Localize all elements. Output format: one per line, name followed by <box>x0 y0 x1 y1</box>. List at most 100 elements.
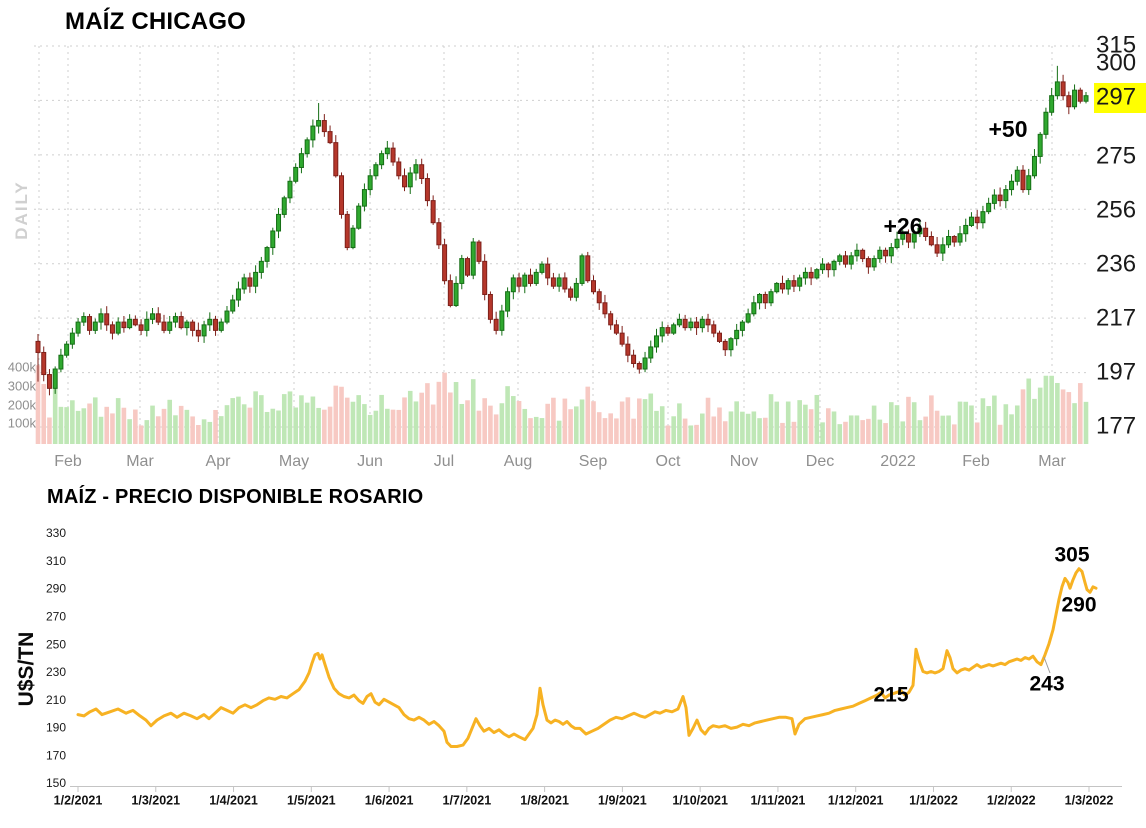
month-labels: Feb Mar Apr May Jun Jul Aug Sep Oct Nov Dec 2022 Feb… <box>54 453 1066 470</box>
volume-bar <box>430 404 436 444</box>
chicago-chart-title: MAÍZ CHICAGO <box>65 8 247 35</box>
volume-bar <box>316 407 321 444</box>
volume-bar <box>883 423 888 444</box>
volume-bar <box>1032 398 1037 444</box>
date-label: 1/12/2021 <box>828 793 884 807</box>
y-tick-label: 190 <box>46 721 66 735</box>
y-tick-label: 330 <box>46 526 66 540</box>
volume-bar <box>929 395 934 444</box>
price-axis-label: 197 <box>1096 358 1136 385</box>
month-label: Sep <box>579 453 608 470</box>
volume-bar <box>470 379 476 444</box>
volume-bar <box>1009 414 1014 444</box>
volume-bar <box>230 398 236 444</box>
volume-bar <box>866 418 871 444</box>
last-price-tag <box>1094 83 1146 113</box>
volume-bar <box>322 409 327 444</box>
annotation-305: 305 <box>1054 544 1089 567</box>
volume-bar <box>774 401 780 444</box>
volume-bar <box>528 418 533 444</box>
candle <box>442 244 448 282</box>
volume-bar <box>940 415 946 444</box>
rosario-y-labels: 330 310 290 270 250 230 210 190 170 150 <box>46 526 66 790</box>
candle <box>58 354 64 370</box>
volume-bar <box>281 394 287 444</box>
volume-bar <box>41 384 47 444</box>
candles <box>35 65 1089 396</box>
month-gridlines <box>38 46 1053 444</box>
candle <box>104 313 110 326</box>
candle <box>109 324 115 334</box>
volume-bar <box>551 397 556 444</box>
volume-bar <box>745 413 751 444</box>
candle <box>522 274 528 287</box>
candle <box>64 343 70 356</box>
candle <box>865 258 871 268</box>
date-label: 1/6/2021 <box>365 793 414 807</box>
candle <box>877 249 883 260</box>
volume-bar <box>87 403 92 444</box>
candle <box>505 291 511 312</box>
candle <box>585 255 591 282</box>
candle <box>115 321 121 334</box>
candle <box>207 318 213 326</box>
candle <box>321 120 327 133</box>
volume-bar <box>327 406 333 444</box>
month-label: Dec <box>806 453 834 470</box>
price-axis-label: 256 <box>1096 196 1136 223</box>
candle <box>316 120 322 127</box>
candle <box>842 255 848 265</box>
candle <box>619 332 625 345</box>
volume-bar <box>264 411 270 444</box>
volume-bar <box>980 398 986 444</box>
candle <box>487 293 493 320</box>
volume-bar <box>155 416 161 444</box>
candle <box>390 147 396 163</box>
volume-bar <box>585 386 591 444</box>
volume-bar <box>133 409 138 444</box>
volume-bar <box>161 408 167 444</box>
volume-bar <box>241 404 247 444</box>
candle <box>957 233 963 243</box>
candle <box>659 327 665 337</box>
candle <box>195 329 201 337</box>
candle <box>361 189 367 207</box>
candle <box>201 324 207 337</box>
candle <box>298 153 304 168</box>
candle <box>602 302 608 315</box>
candle <box>716 332 722 342</box>
candle <box>344 213 350 249</box>
volume-bar <box>47 417 52 444</box>
volume-bar <box>516 400 522 444</box>
volume-bar <box>173 415 178 444</box>
month-label: 2022 <box>880 453 916 470</box>
candle <box>911 233 917 243</box>
candle <box>808 271 814 279</box>
candle <box>224 310 230 323</box>
candle <box>144 318 150 331</box>
volume-bar <box>740 411 745 444</box>
volume-bar <box>608 413 613 444</box>
volume-bar <box>253 391 258 444</box>
candle <box>499 310 505 331</box>
volume-bar <box>808 409 814 444</box>
volume-bar <box>831 411 837 444</box>
candle <box>87 316 93 331</box>
volume-bar <box>482 398 487 444</box>
candle <box>1054 81 1060 97</box>
candle <box>235 288 241 301</box>
candle <box>1043 111 1049 135</box>
candle <box>167 321 173 331</box>
volume-bar <box>533 416 539 444</box>
volume-bar <box>791 421 797 444</box>
volume-bar <box>906 396 911 444</box>
y-tick-label: 170 <box>46 748 66 762</box>
candle <box>155 313 161 323</box>
candle <box>276 213 282 232</box>
annotation-243: 243 <box>1029 673 1064 696</box>
volume-bar <box>888 402 894 444</box>
volume-bar <box>1077 383 1083 444</box>
volume-bar <box>488 405 493 444</box>
